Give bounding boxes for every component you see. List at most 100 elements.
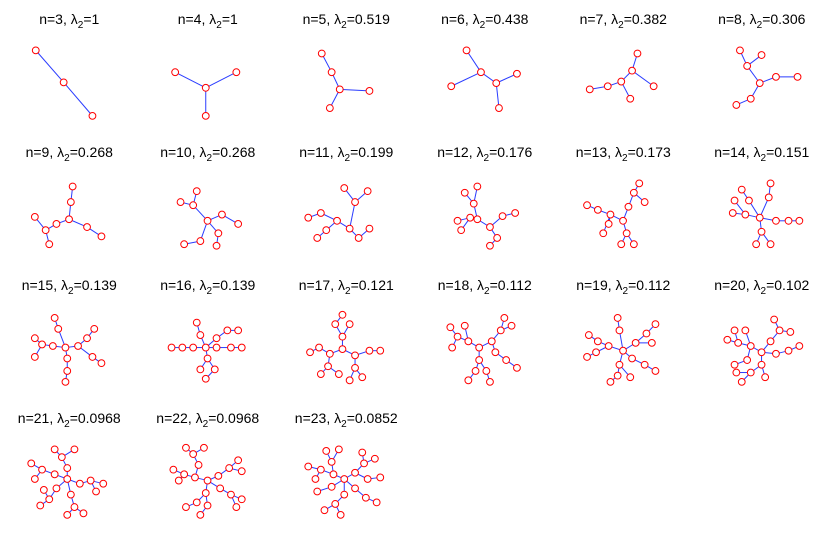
tree-node <box>313 234 322 242</box>
tree-node <box>473 182 482 191</box>
tree-node <box>63 464 72 472</box>
tree-panel: n=5, λ2=0.519 <box>303 11 390 112</box>
tree-panel: n=17, λ2=0.121 <box>299 277 394 385</box>
tree-node <box>617 77 626 86</box>
tree-node <box>340 490 349 499</box>
lambda-symbol: λ <box>473 11 480 27</box>
panel-title: n=3, λ2=1 <box>39 11 99 31</box>
panel-n-label: n=6 <box>441 11 465 27</box>
lambda-value: =0.102 <box>766 277 809 293</box>
tree-node <box>482 367 491 375</box>
tree-panel: n=19, λ2=0.112 <box>576 277 670 386</box>
panel-separator: , <box>330 144 338 160</box>
tree-node <box>732 368 741 377</box>
tree-node <box>752 240 761 249</box>
tree-node <box>196 331 205 339</box>
tree-node <box>629 188 638 197</box>
tree-panel: n=15, λ2=0.139 <box>22 277 117 386</box>
tree-node <box>604 220 613 228</box>
tree-panel: n=14, λ2=0.151 <box>714 144 810 249</box>
tree-node <box>322 447 331 455</box>
tree-node <box>447 82 456 91</box>
tree-node <box>496 326 505 335</box>
tree-node <box>52 484 61 493</box>
tree-node <box>169 465 178 474</box>
tree-node <box>772 349 780 358</box>
lambda-subscript: 2 <box>203 419 209 430</box>
tree-node <box>320 506 329 515</box>
tree-node <box>83 223 91 231</box>
lambda-value: =1 <box>222 11 238 27</box>
tree-node <box>313 487 322 496</box>
tree-node <box>324 362 332 371</box>
lambda-symbol: λ <box>615 144 622 160</box>
tree-node <box>57 453 66 462</box>
tree-node <box>66 490 75 499</box>
tree-node <box>730 326 739 335</box>
tree-node <box>631 338 640 347</box>
tree-node <box>65 215 73 224</box>
tree-panel: n=16, λ2=0.139 <box>160 277 256 383</box>
lambda-subscript: 2 <box>78 20 84 31</box>
tree-node <box>52 220 61 228</box>
tree-panel: n=21, λ2=0.0968 <box>18 410 121 519</box>
lambda-value: =1 <box>83 11 99 27</box>
tree-node <box>761 373 770 382</box>
tree-node <box>225 464 234 472</box>
tree-node <box>232 503 241 511</box>
tree-node <box>61 343 70 352</box>
tree-node <box>633 49 642 58</box>
tree-node <box>192 187 201 196</box>
panel-separator: , <box>326 410 334 426</box>
tree-node <box>45 495 54 504</box>
tree-node <box>191 473 199 482</box>
tree-node <box>471 367 480 375</box>
tree-node <box>351 468 359 477</box>
tree-node <box>201 111 210 120</box>
tree-node <box>770 315 779 324</box>
tree-node <box>363 475 372 483</box>
panel-title: n=8, λ2=0.306 <box>718 11 806 31</box>
tree-node <box>755 79 764 88</box>
tree-node <box>746 94 755 103</box>
tree-panel: n=6, λ2=0.438 <box>441 11 529 112</box>
tree-node <box>628 66 636 75</box>
tree-node <box>180 470 189 479</box>
tree-node <box>766 179 775 188</box>
tree-node <box>182 503 190 511</box>
lambda-subscript: 2 <box>757 20 763 31</box>
tree-node <box>66 198 75 206</box>
tree-panel: n=20, λ2=0.102 <box>714 277 810 386</box>
tree-node <box>642 329 651 338</box>
lambda-subscript: 2 <box>484 153 490 164</box>
tree-node <box>39 486 48 494</box>
tree-node <box>745 196 753 205</box>
tree-node <box>180 240 189 249</box>
tree-node <box>730 360 739 369</box>
tree-node <box>624 202 633 211</box>
tree-node <box>196 365 205 374</box>
tree-node <box>189 201 198 210</box>
tree-edge <box>631 70 654 87</box>
tree-node <box>500 314 509 322</box>
tree-node <box>338 310 347 319</box>
lambda-subscript: 2 <box>64 419 70 430</box>
tree-node <box>372 498 381 507</box>
lambda-value: =0.199 <box>350 144 393 160</box>
tree-edge <box>451 71 482 87</box>
lambda-subscript: 2 <box>623 286 629 297</box>
tree-node <box>599 229 608 238</box>
lambda-symbol: λ <box>750 11 757 27</box>
tree-node <box>30 334 39 343</box>
tree-node <box>629 240 638 249</box>
tree-node <box>329 470 338 479</box>
tree-node <box>88 353 97 361</box>
tree-node <box>358 448 367 457</box>
panel-separator: , <box>49 144 57 160</box>
tree-node <box>755 213 764 222</box>
tree-node <box>340 475 349 483</box>
tree-node <box>38 340 46 349</box>
tree-node <box>316 465 325 474</box>
tree-node <box>603 82 612 91</box>
